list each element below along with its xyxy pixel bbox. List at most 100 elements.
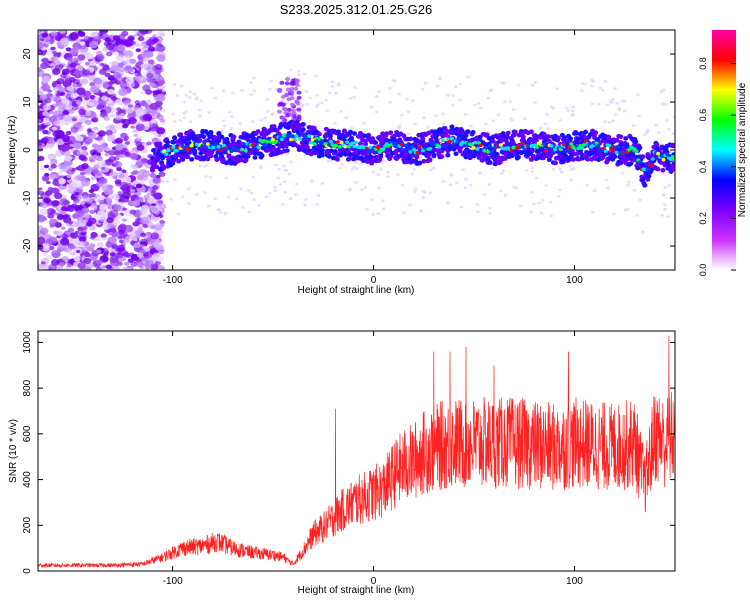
ridge-point (185, 154, 191, 160)
noise-point (419, 209, 424, 213)
noise-point (459, 205, 464, 209)
noise-point (82, 69, 91, 76)
noise-point (61, 255, 69, 262)
noise-point (83, 35, 92, 42)
noise-point (359, 162, 363, 166)
noise-point (344, 116, 349, 120)
colorbar-tick-label: 0.4 (698, 161, 708, 174)
ridge-point (267, 137, 272, 142)
noise-point (145, 231, 152, 237)
noise-point (179, 84, 184, 88)
noise-point (41, 244, 50, 252)
noise-point (78, 198, 86, 205)
ridge-point (471, 146, 476, 150)
noise-point (140, 155, 146, 159)
noise-point (533, 81, 538, 84)
ridge-point (165, 139, 171, 145)
noise-point (230, 115, 234, 118)
noise-point (41, 175, 50, 182)
ridge-point (442, 144, 447, 148)
ridge-point (245, 154, 251, 159)
noise-point (77, 262, 86, 269)
noise-point (173, 178, 177, 181)
noise-point (71, 179, 82, 188)
noise-point (56, 214, 65, 221)
noise-point (113, 161, 123, 169)
noise-point (55, 149, 64, 157)
noise-point (469, 124, 473, 128)
noise-point (42, 104, 51, 111)
ridge-point (571, 157, 577, 162)
ridge-point (518, 145, 523, 149)
noise-point (136, 252, 144, 258)
noise-point (38, 190, 43, 196)
noise-point (285, 152, 289, 156)
noise-point (62, 137, 68, 143)
noise-point (100, 265, 106, 270)
ridge-point (339, 140, 344, 145)
noise-point (123, 99, 131, 106)
noise-point (503, 100, 507, 104)
ridge-point (512, 129, 518, 135)
noise-point (67, 258, 74, 264)
noise-point (76, 135, 84, 142)
ridge-point (264, 148, 270, 153)
noise-point (353, 161, 358, 164)
noise-point (330, 85, 335, 88)
noise-point (77, 60, 83, 64)
noise-point (149, 102, 159, 111)
ridge-point (406, 147, 411, 151)
noise-point (622, 109, 627, 113)
noise-point (130, 188, 136, 193)
noise-point (99, 62, 105, 67)
noise-point (68, 108, 75, 114)
noise-point (226, 195, 231, 199)
noise-point (184, 110, 189, 114)
noise-point (234, 197, 239, 201)
noise-point (171, 112, 175, 116)
noise-point (264, 195, 269, 199)
noise-point (338, 166, 342, 170)
noise-point (149, 48, 156, 52)
noise-point (156, 127, 166, 135)
noise-point (132, 170, 139, 175)
ridge-point (294, 134, 299, 139)
ridge-point (558, 147, 563, 152)
snr-marks (38, 335, 675, 569)
noise-point (359, 188, 364, 191)
noise-point (70, 148, 76, 152)
noise-point (65, 47, 72, 52)
noise-point (477, 172, 482, 175)
ridge-point (322, 138, 328, 144)
noise-point (40, 202, 48, 208)
ridge-point (552, 160, 558, 166)
noise-point (239, 187, 243, 191)
noise-point (137, 36, 145, 42)
noise-point (139, 216, 150, 225)
noise-point (140, 232, 146, 237)
ridge-point (489, 150, 494, 154)
noise-point (248, 81, 253, 85)
noise-point (184, 93, 188, 97)
snr-frame (37, 330, 676, 572)
noise-point (326, 159, 331, 163)
noise-point (80, 179, 91, 187)
ridge-point (261, 139, 266, 143)
ridge-point (504, 134, 510, 140)
noise-point (361, 121, 366, 125)
noise-point (95, 194, 100, 198)
noise-point (79, 41, 86, 46)
ridge-point (498, 143, 503, 147)
ridge-point (473, 140, 478, 145)
noise-point (509, 116, 513, 120)
noise-point (621, 99, 625, 103)
ridge-point (668, 157, 673, 162)
ridge-point (671, 162, 675, 167)
noise-point (99, 203, 108, 211)
noise-point (101, 95, 108, 101)
noise-point (273, 185, 278, 189)
noise-point (64, 248, 70, 252)
noise-point (180, 195, 185, 199)
noise-point (162, 109, 166, 113)
